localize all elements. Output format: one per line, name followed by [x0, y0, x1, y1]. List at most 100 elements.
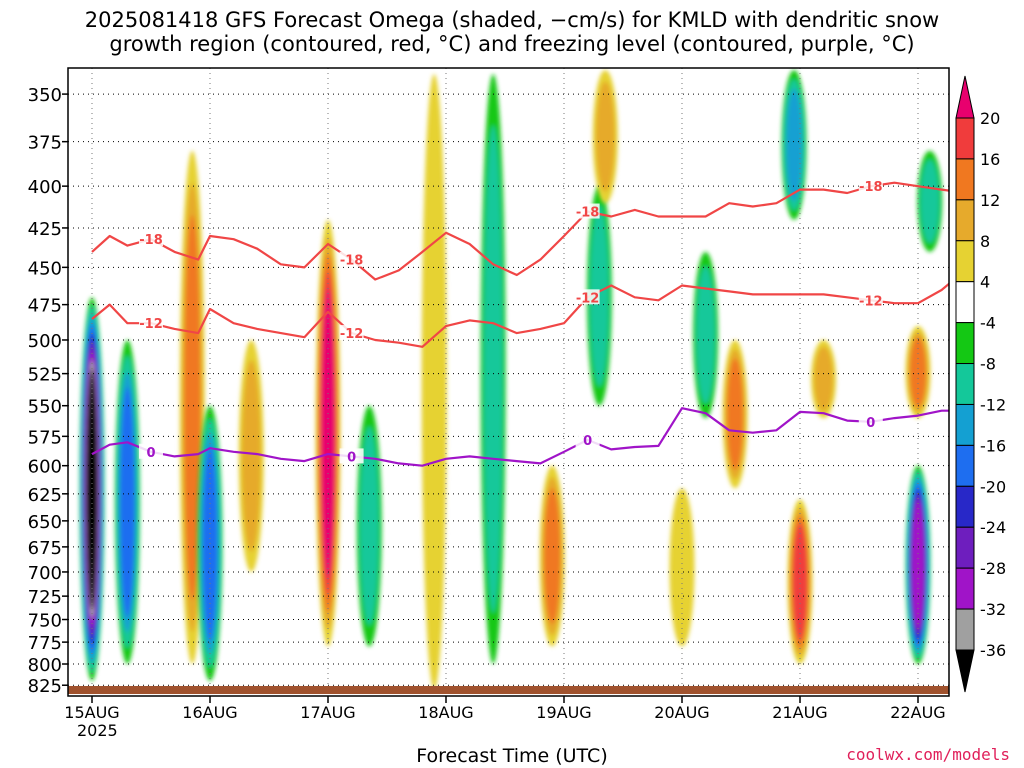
- colorbar-swatch: [955, 117, 975, 160]
- dgz-minus12-contour: [91, 282, 949, 348]
- colorbar-tick-label: -12: [980, 395, 1006, 414]
- colorbar-swatch: [955, 526, 975, 569]
- omega-feature: [592, 70, 618, 204]
- y-tick-label: 725: [28, 587, 62, 608]
- y-tick-label: 675: [28, 538, 62, 559]
- omega-shade-level: [909, 337, 927, 407]
- x-axis: 15AUG 16AUG 17AUG 18AUG 19AUG 20AUG 21AUG 22AUG: [64, 696, 946, 722]
- contour-label: 0: [583, 434, 592, 449]
- y-tick-label: 350: [28, 85, 62, 106]
- contour-label: -12: [340, 327, 364, 342]
- y-tick-label: 700: [28, 563, 62, 584]
- contour-label-bg: [575, 289, 600, 305]
- contour-label: -18: [340, 254, 364, 269]
- omega-feature: [114, 339, 140, 665]
- colorbar-tick-label: -20: [980, 477, 1006, 496]
- y-tick-label: 625: [28, 485, 62, 506]
- y-tick-label: 825: [28, 676, 62, 697]
- colorbar-swatch: [955, 567, 975, 610]
- y-tick-label: 475: [28, 296, 62, 317]
- x-tick-label: 21AUG: [772, 703, 827, 722]
- colorbar-tick-label: -36: [980, 641, 1006, 660]
- plot-frame: [67, 67, 950, 697]
- y-tick-label: 650: [28, 512, 62, 533]
- y-tick-label: 775: [28, 633, 62, 654]
- colorbar-tick-label: 8: [980, 232, 990, 251]
- contour-label-bg: [339, 325, 364, 341]
- omega-feature: [787, 499, 813, 665]
- contours: -18 -18 -18 -18 -12 -12 -12 -12 0 0 0 0: [91, 178, 949, 467]
- omega-feature: [722, 339, 748, 489]
- omega-shade-level: [595, 81, 615, 192]
- contour-label-bg: [139, 315, 163, 331]
- colorbar-tick-label: 4: [980, 273, 990, 292]
- x-tick-label: 18AUG: [418, 703, 473, 722]
- x-axis-label: Forecast Time (UTC): [416, 745, 608, 767]
- y-tick-label: 450: [28, 258, 62, 279]
- colorbar-swatch: [955, 240, 975, 283]
- y-tick-label: 425: [28, 219, 62, 240]
- colorbar-top-arrow: [955, 75, 975, 119]
- omega-shade-level: [544, 488, 561, 624]
- contour-label-bg: [139, 443, 163, 459]
- contour-label: -18: [139, 233, 163, 248]
- colorbar-tick-label: -8: [980, 355, 996, 374]
- omega-feature: [79, 297, 105, 682]
- omega-shade-level: [241, 360, 261, 552]
- y-tick-label: 375: [28, 133, 62, 154]
- omega-shading: [79, 70, 943, 690]
- contour-label: -12: [576, 291, 600, 306]
- colorbar-tick-label: 16: [980, 150, 1000, 169]
- freezing-level-contour: [91, 407, 949, 467]
- omega-shade-level: [359, 426, 379, 626]
- omega-shade-level: [184, 214, 201, 600]
- omega-shade-level: [421, 74, 447, 690]
- colorbar-tick-label: -24: [980, 518, 1006, 537]
- contour-label-bg: [858, 178, 883, 194]
- colorbar-bottom-arrow: [955, 649, 975, 693]
- colorbar-swatch: [955, 485, 975, 528]
- contour-label: -18: [859, 180, 883, 195]
- colorbar-swatch: [955, 322, 975, 365]
- x-year-label: 2025: [77, 721, 118, 740]
- contour-label-bg: [339, 251, 364, 267]
- y-tick-label: 500: [28, 331, 62, 352]
- contour-label: 0: [347, 450, 356, 465]
- chart-title: 2025081418 GFS Forecast Omega (shaded, −…: [84, 8, 940, 32]
- contour-label: 0: [866, 416, 875, 431]
- omega-feature: [811, 339, 837, 419]
- x-tick-label: 15AUG: [64, 703, 119, 722]
- colorbar-swatch: [955, 608, 975, 651]
- contour-label: -12: [139, 317, 163, 332]
- x-tick-label: 19AUG: [536, 703, 591, 722]
- omega-shade-level: [483, 125, 503, 613]
- colorbar-tick-label: -32: [980, 600, 1006, 619]
- contour-label-bg: [339, 448, 364, 464]
- omega-feature: [421, 74, 447, 690]
- x-tick-label: 16AUG: [182, 703, 237, 722]
- colorbar-tick-label: 20: [980, 109, 1000, 128]
- x-tick-label: 17AUG: [300, 703, 355, 722]
- omega-feature: [693, 251, 719, 419]
- omega-shade-level: [120, 387, 135, 617]
- y-tick-label: 550: [28, 397, 62, 418]
- credit-text: coolwx.com/models: [846, 745, 1010, 764]
- colorbar-swatch: [955, 199, 975, 242]
- omega-shade-level: [814, 346, 834, 412]
- x-tick-label: 20AUG: [654, 703, 709, 722]
- omega-shade-level: [669, 488, 695, 647]
- omega-shade-level: [920, 159, 940, 244]
- grid: [68, 68, 949, 696]
- chart-subtitle: growth region (contoured, red, °C) and f…: [109, 32, 915, 56]
- omega-feature: [669, 488, 695, 647]
- omega-feature: [539, 465, 565, 647]
- omega-feature: [238, 339, 264, 572]
- y-tick-label: 600: [28, 457, 62, 478]
- omega-shade-level: [786, 88, 803, 202]
- colorbar-tick-label: -28: [980, 559, 1006, 578]
- omega-shade-level: [696, 266, 716, 404]
- contour-label: -18: [576, 206, 600, 221]
- x-tick-label: 22AUG: [890, 703, 945, 722]
- colorbar: 20 16 12 8 4 -4 -8 -12 -16 -20 -24 -28 -32 -36: [955, 75, 1006, 693]
